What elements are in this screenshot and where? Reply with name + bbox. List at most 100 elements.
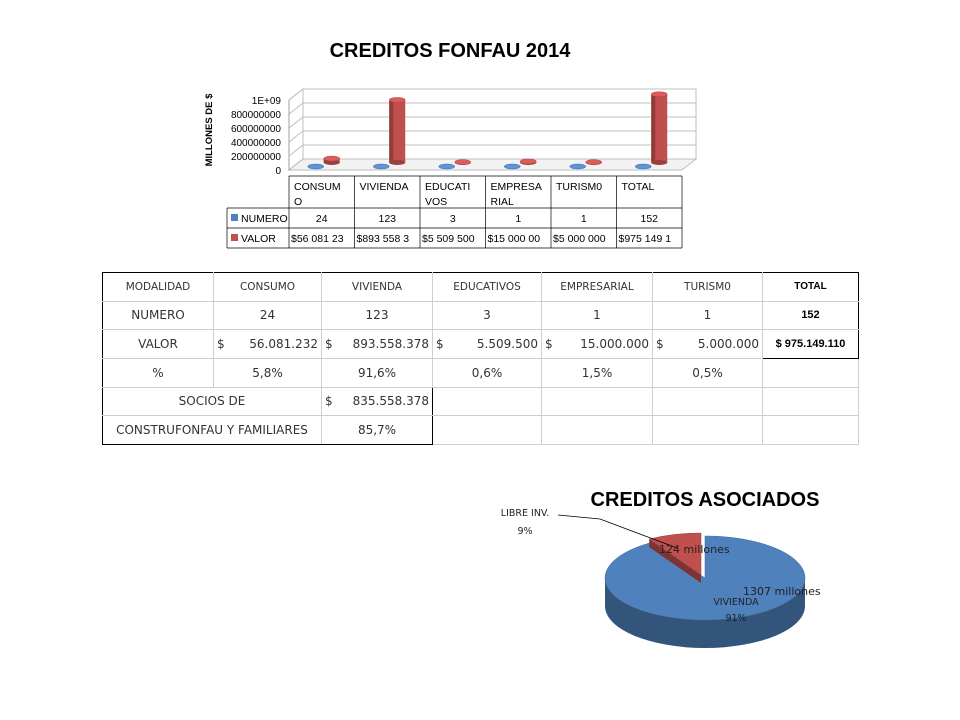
currency-symbol: $ [325, 394, 333, 409]
data-label: 1 [581, 213, 587, 225]
pie-label-libre-inv: LIBRE INV. [501, 508, 549, 519]
gridline [288, 88, 696, 101]
floor [287, 158, 698, 171]
category-label: EDUCATI [425, 181, 470, 193]
chart-walls [287, 87, 698, 172]
table-header-row: MODALIDAD CONSUMO VIVIENDA EDUCATIVOS EM… [102, 272, 859, 302]
header-cell-total: TOTAL [762, 272, 859, 302]
empty-cell [652, 415, 763, 445]
bar-top [504, 163, 521, 170]
category-label: TOTAL [622, 181, 655, 193]
header-cell: CONSUMO [213, 272, 322, 302]
bar-base [651, 160, 668, 165]
table-row-valor: VALOR $56.081.232 $893.558.378 $5.509.50… [102, 329, 859, 359]
empty-cell [541, 386, 653, 417]
bar-shade [389, 99, 394, 163]
amount: 5.509.500 [476, 337, 538, 352]
pie-value-libre-inv: 124 millones [659, 543, 730, 556]
table-row-numero: NUMERO 24 123 3 1 1 152 [102, 300, 859, 331]
category-label: VIVIENDA [360, 181, 409, 193]
gridline [288, 102, 696, 115]
currency-symbol: $ [325, 337, 333, 352]
bar-top [323, 155, 340, 162]
chart-title: CREDITOS FONFAU 2014 [330, 40, 572, 62]
amount: 5.000.000 [697, 337, 759, 352]
data-label: $893 558 3 [357, 233, 410, 245]
pie-slice-libre-inv-side [649, 539, 701, 583]
table-cell: 3 [432, 300, 542, 331]
header-cell: MODALIDAD [102, 272, 214, 302]
table-cell: 0,5% [652, 357, 763, 388]
empty-cell [652, 386, 763, 417]
bar-numero-5 [635, 163, 652, 170]
bar-top [651, 91, 668, 97]
bar-numero-3 [504, 163, 521, 170]
bar-top [569, 163, 586, 170]
pie-percent-libre-inv: 9% [517, 526, 532, 537]
y-tick-label: 1E+09 [252, 96, 282, 107]
category-label: VOS [425, 196, 447, 208]
series-label: NUMERO [241, 213, 288, 225]
bar-numero-4 [569, 163, 586, 170]
table-cell: 85,7% [321, 415, 433, 445]
gridline [288, 116, 696, 129]
category-label: RIAL [491, 196, 515, 208]
money-cell: $5.000.000 [652, 329, 763, 359]
y-axis-ticks: 0 200000000 400000000 600000000 800000000 1E+… [231, 96, 282, 177]
table-row-percent: % 5,8% 91,6% 0,6% 1,5% 0,5% [102, 357, 859, 388]
bar-base [389, 160, 406, 165]
empty-cell [762, 357, 859, 388]
data-label: 24 [316, 213, 328, 225]
data-table: CONSUM O VIVIENDA EDUCATI VOS EMPRESA RIAL TURI… [226, 175, 683, 249]
empty-cell [432, 415, 542, 445]
pie-label-vivienda: VIVIENDA [713, 597, 759, 608]
back-wall [302, 88, 697, 160]
amount: 835.558.378 [352, 394, 429, 409]
empty-cell [762, 415, 859, 445]
row-label: SOCIOS DE [102, 386, 322, 417]
y-tick-label: 0 [275, 166, 281, 177]
total-cell: $ 975.149.110 [762, 329, 859, 359]
bar-top [307, 163, 324, 170]
table-cell: 1 [652, 300, 763, 331]
row-label: NUMERO [102, 300, 214, 331]
y-tick-label: 400000000 [231, 138, 281, 149]
table-cell: 1 [541, 300, 653, 331]
category-label: O [294, 196, 302, 208]
bar-valor-4 [585, 159, 602, 165]
bar-top [373, 163, 390, 170]
data-label: 3 [450, 213, 456, 225]
currency-symbol: $ [217, 337, 225, 352]
creditos-table: MODALIDAD CONSUMO VIVIENDA EDUCATIVOS EM… [102, 272, 859, 445]
pie-slice-libre-inv-group [648, 532, 702, 583]
header-cell: EMPRESARIAL [541, 272, 653, 302]
table-row-construfonfau: CONSTRUFONFAU Y FAMILIARES 85,7% [102, 415, 859, 445]
currency-symbol: $ [656, 337, 664, 352]
gridline [288, 158, 696, 171]
legend-key-valor [231, 234, 238, 241]
row-label: % [102, 357, 214, 388]
creditos-fonfau-chart: CREDITOS FONFAU 2014 MILLONES DE $ 0 2000… [204, 40, 698, 249]
bar-valor-2 [454, 159, 471, 165]
table-cell: 1,5% [541, 357, 653, 388]
bar-valor-3 [520, 158, 537, 165]
amount: 15.000.000 [580, 337, 649, 352]
bar-shade [651, 94, 656, 163]
data-label: $56 081 23 [291, 233, 344, 245]
bar-top [438, 163, 455, 170]
pie-percent-vivienda: 91% [725, 613, 746, 624]
table-cell: 123 [321, 300, 433, 331]
empty-cell [541, 415, 653, 445]
bar-valor-5 [651, 91, 668, 165]
bar-top [585, 159, 602, 165]
amount: 893.558.378 [352, 337, 429, 352]
currency-symbol: $ [436, 337, 444, 352]
leader-line [557, 514, 678, 549]
gridline [288, 144, 696, 157]
bar-top [635, 163, 652, 170]
table-cell: 91,6% [321, 357, 433, 388]
side-wall [288, 87, 304, 172]
pie: LIBRE INV. 9% VIVIENDA 91% 124 millones 1307 … [501, 508, 821, 648]
header-cell: VIVIENDA [321, 272, 433, 302]
money-cell: $893.558.378 [321, 329, 433, 359]
